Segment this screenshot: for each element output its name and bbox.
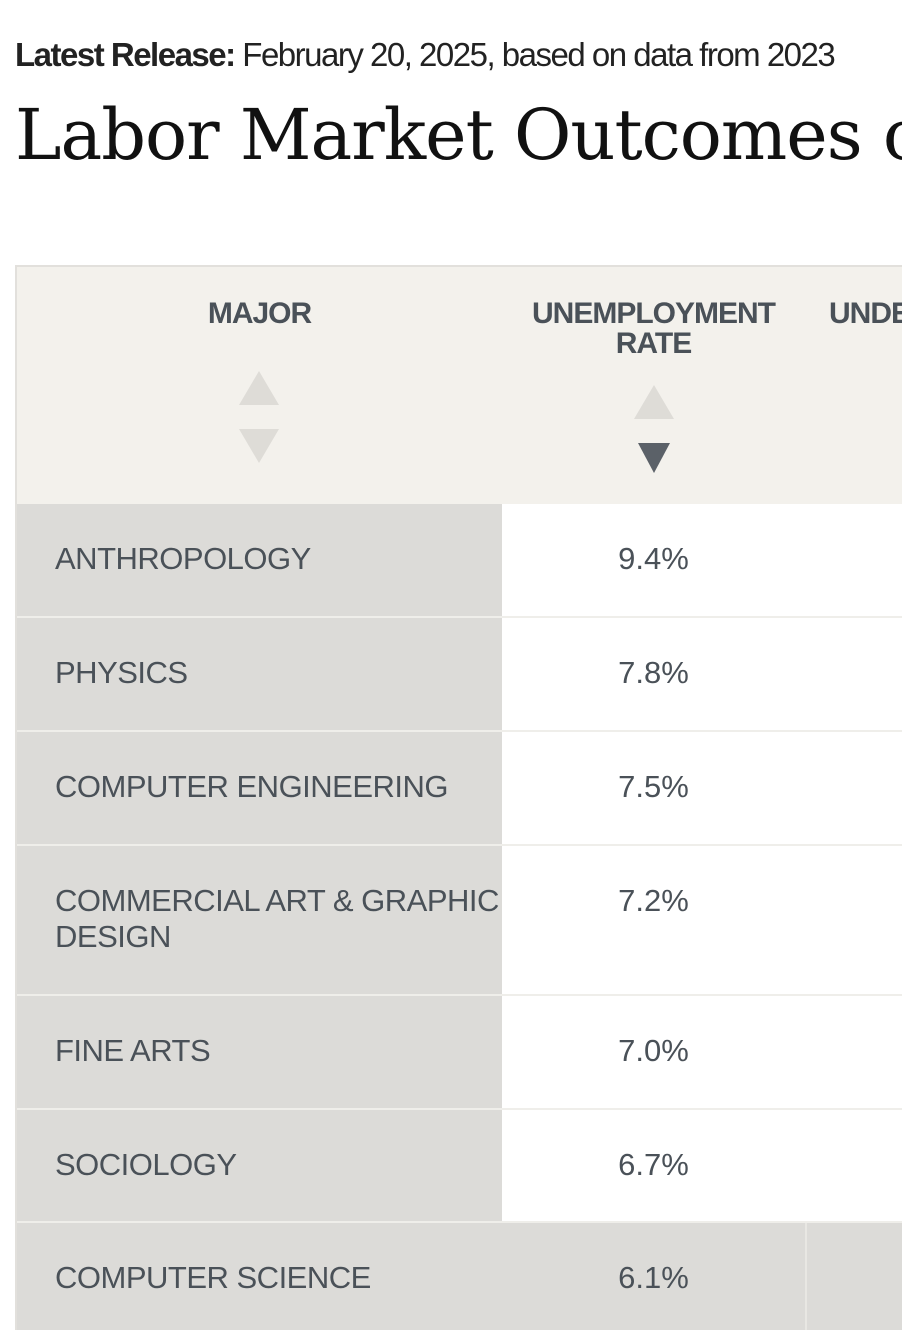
column-header[interactable]: UNEMPLOYMENT RATE <box>532 297 776 360</box>
rate-cell: 7.2% <box>618 883 689 918</box>
table-header: MAJOR UNEMPLOYMENT RATE UNDE <box>17 267 902 504</box>
major-cell: COMPUTER ENGINEERING <box>17 732 502 846</box>
row-divider <box>17 844 902 846</box>
row-divider <box>17 1108 902 1110</box>
row-divider <box>17 994 902 996</box>
rate-cell: 7.0% <box>618 1033 689 1068</box>
sort-icon[interactable] <box>237 369 281 465</box>
release-line: Latest Release: February 20, 2025, based… <box>15 36 836 74</box>
release-text: February 20, 2025, based on data from 20… <box>242 36 835 73</box>
column-header[interactable]: UNDE <box>829 297 902 330</box>
table-row: FINE ARTS 7.0% <box>17 996 902 1110</box>
row-divider <box>17 1221 902 1223</box>
page-title: Labor Market Outcomes o <box>15 94 902 176</box>
table-row: COMPUTER ENGINEERING 7.5% <box>17 732 902 846</box>
rate-cell: 7.5% <box>618 769 689 804</box>
major-cell: SOCIOLOGY <box>17 1110 502 1223</box>
sort-icon[interactable] <box>632 383 676 475</box>
column-divider <box>805 1223 807 1330</box>
rate-cell: 6.7% <box>618 1147 689 1182</box>
major-cell: ANTHROPOLOGY <box>17 504 502 618</box>
table-row: ANTHROPOLOGY 9.4% <box>17 504 902 618</box>
data-table: MAJOR UNEMPLOYMENT RATE UNDE ANTHROPOLOG… <box>15 265 902 1330</box>
major-cell: PHYSICS <box>17 618 502 732</box>
table-row: COMMERCIAL ART & GRAPHIC DESIGN 7.2% <box>17 846 902 996</box>
row-divider <box>17 730 902 732</box>
major-cell: COMPUTER SCIENCE <box>17 1223 502 1330</box>
rate-cell: 6.1% <box>618 1260 689 1295</box>
release-label: Latest Release: <box>15 36 236 73</box>
rate-cell: 7.8% <box>618 655 689 690</box>
major-cell: FINE ARTS <box>17 996 502 1110</box>
column-header[interactable]: MAJOR <box>207 297 312 330</box>
major-cell: COMMERCIAL ART & GRAPHIC DESIGN <box>17 846 502 996</box>
table-row: COMPUTER SCIENCE 6.1% <box>17 1223 902 1330</box>
rate-cell: 9.4% <box>618 541 689 576</box>
table-row: SOCIOLOGY 6.7% <box>17 1110 902 1223</box>
row-divider <box>17 616 902 618</box>
table-row: PHYSICS 7.8% <box>17 618 902 732</box>
